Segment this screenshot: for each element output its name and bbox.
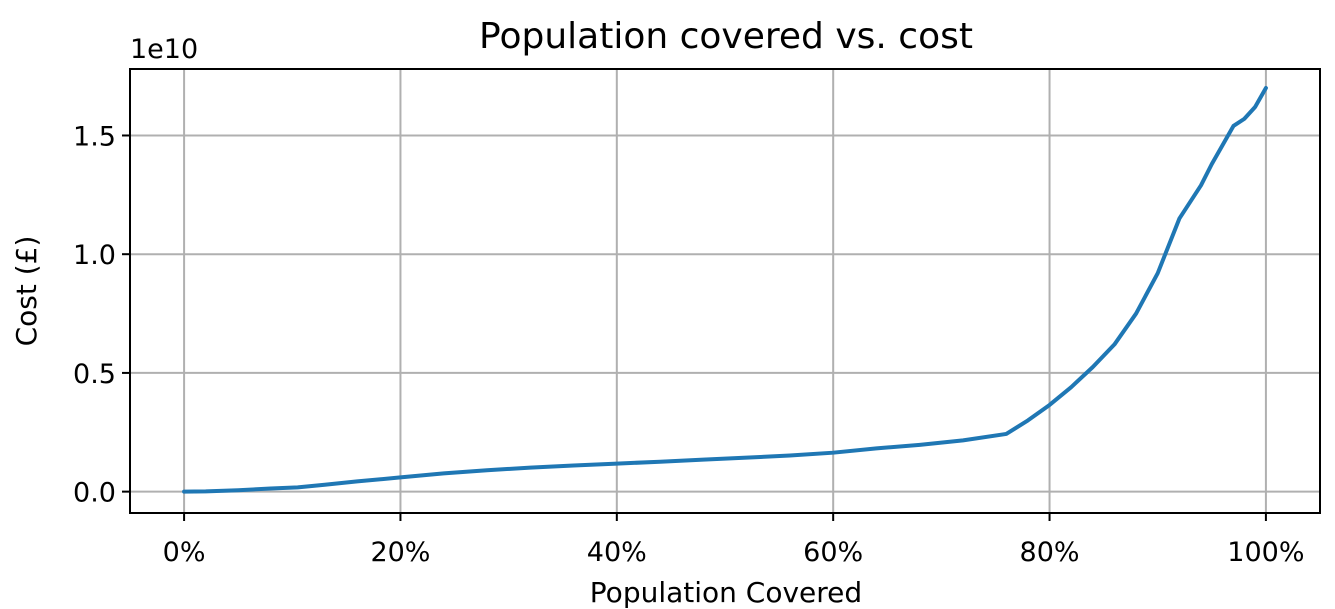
grid: [130, 69, 1320, 513]
x-tick-label: 60%: [803, 537, 863, 568]
x-tick-label: 80%: [1020, 537, 1080, 568]
y-tick-label: 1.0: [73, 240, 116, 271]
series-layer: [182, 85, 1268, 494]
x-tick-label: 100%: [1227, 537, 1304, 568]
y-axis-ticks: 0.0 0.5 1.0 1.5: [73, 121, 130, 509]
y-tick-label: 0.5: [73, 359, 116, 390]
x-tick-label: 0%: [163, 537, 206, 568]
plot-background: [130, 69, 1320, 513]
y-tick-label: 1.5: [73, 121, 116, 152]
y-axis-label: Cost (£): [10, 236, 43, 347]
chart-title: Population covered vs. cost: [479, 16, 973, 57]
x-tick-label: 40%: [587, 537, 647, 568]
y-tick-label: 0.0: [73, 478, 116, 509]
series-line: [182, 85, 1268, 494]
x-axis-ticks: 0% 20% 40% 60% 80% 100%: [163, 513, 1305, 568]
x-axis-label: Population Covered: [590, 576, 862, 609]
plot-frame: [129, 68, 1321, 514]
x-tick-label: 20%: [370, 537, 430, 568]
y-offset-label: 1e10: [130, 34, 198, 65]
